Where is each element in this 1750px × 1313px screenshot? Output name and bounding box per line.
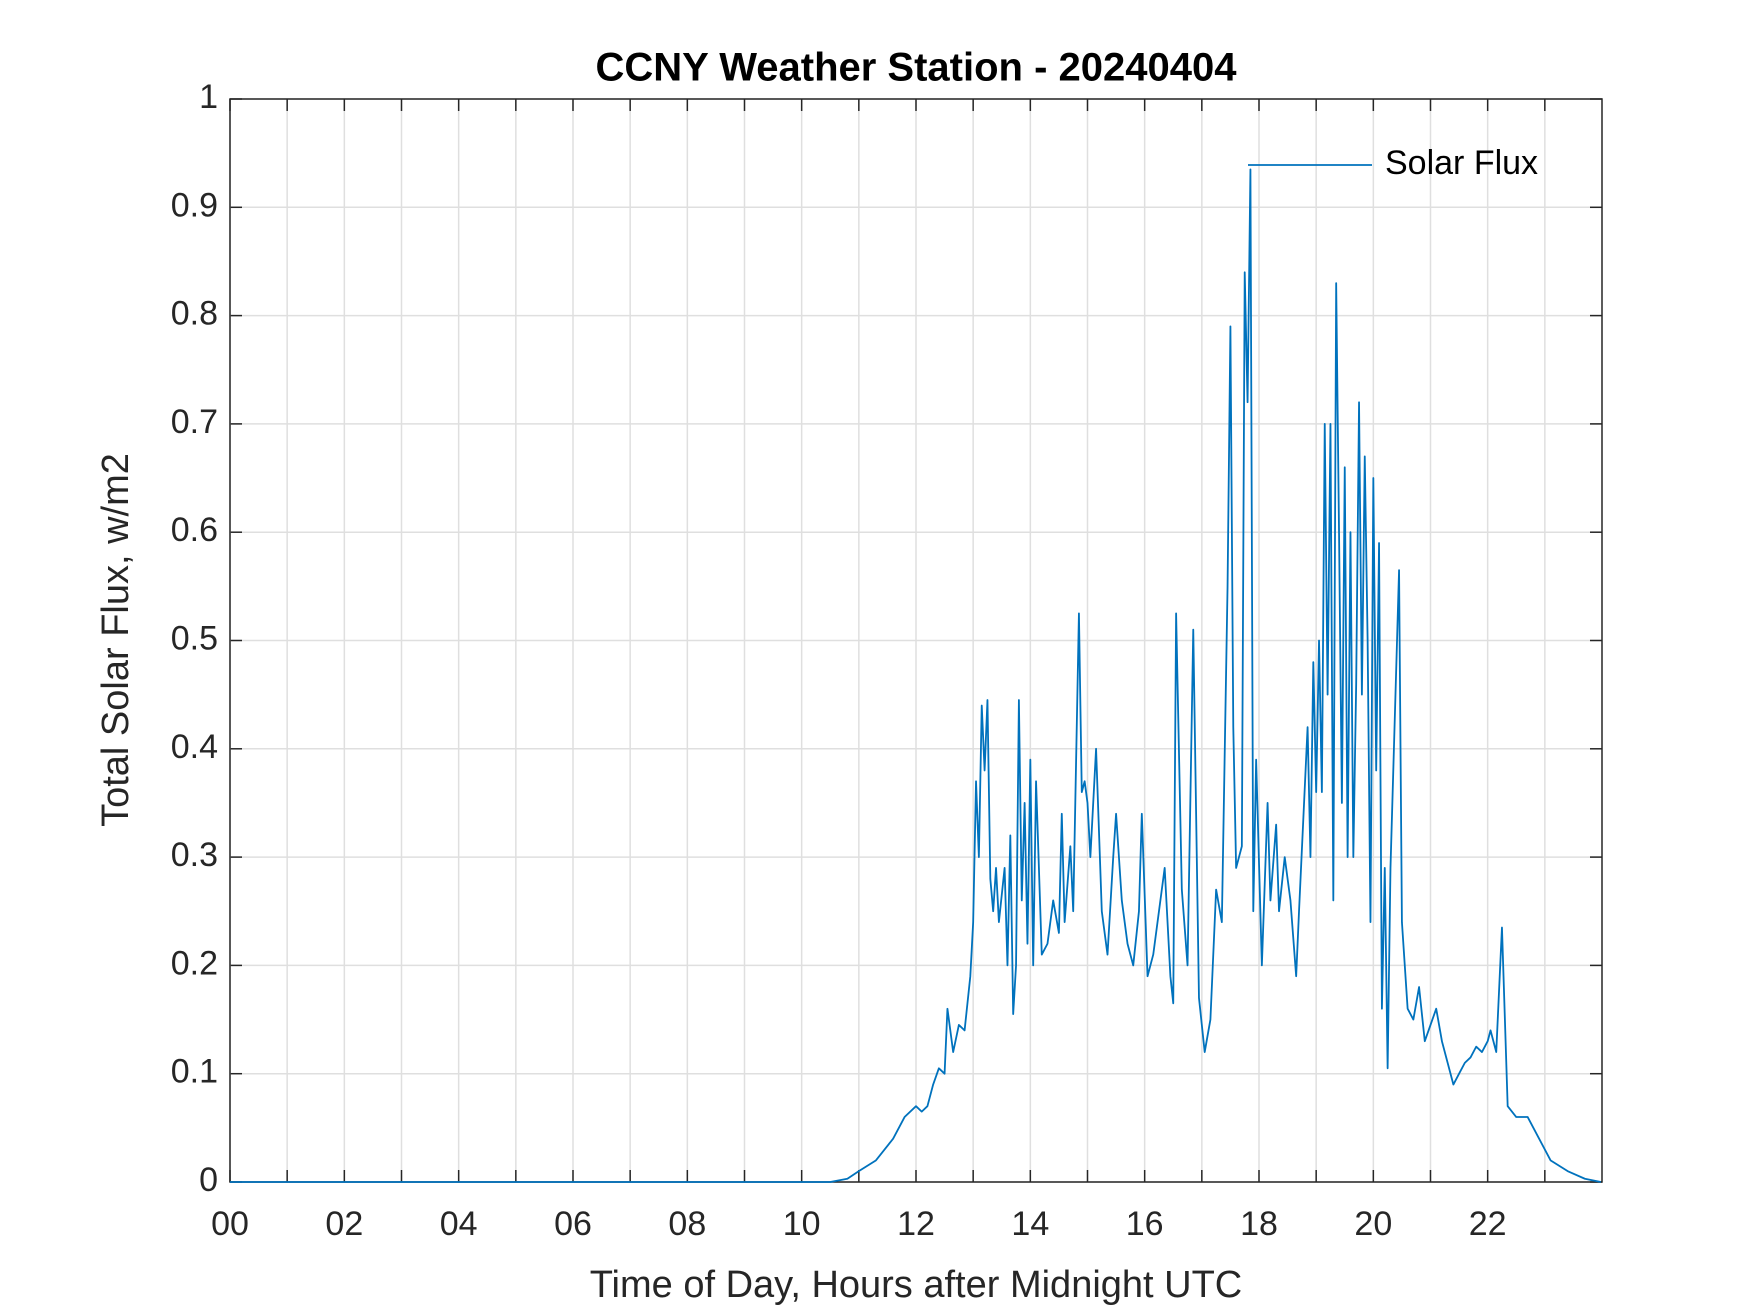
y-tick-label: 0.4 [171,728,218,766]
y-tick-label: 0.9 [171,186,218,224]
x-tick-label: 08 [668,1205,706,1243]
x-tick-label: 20 [1354,1205,1392,1243]
y-tick-label: 0.8 [171,295,218,333]
x-tick-label: 04 [440,1205,478,1243]
x-tick-label: 18 [1240,1205,1278,1243]
y-tick-label: 0.2 [171,944,218,982]
x-tick-label: 00 [211,1205,249,1243]
y-tick-label: 0.7 [171,403,218,441]
y-tick-label: 0.5 [171,619,218,657]
x-tick-label: 02 [325,1205,363,1243]
y-tick-label: 1 [199,78,218,116]
chart-title: CCNY Weather Station - 20240404 [596,46,1238,90]
y-tick-label: 0.1 [171,1053,218,1091]
legend-label: Solar Flux [1385,144,1538,182]
plot-frame [229,98,1603,1183]
x-tick-label: 06 [554,1205,592,1243]
y-tick-label: 0.6 [171,511,218,549]
x-tick-label: 14 [1011,1205,1049,1243]
x-tick-label: 10 [783,1205,821,1243]
x-axis-label: Time of Day, Hours after Midnight UTC [590,1264,1243,1306]
x-tick-label: 12 [897,1205,935,1243]
data-line [230,168,1602,1183]
x-tick-label: 22 [1469,1205,1507,1243]
y-tick-label: 0.3 [171,836,218,874]
y-tick-label: 0 [199,1161,218,1199]
x-tick-label: 16 [1126,1205,1164,1243]
y-axis-label: Total Solar Flux, w/m2 [95,453,137,827]
